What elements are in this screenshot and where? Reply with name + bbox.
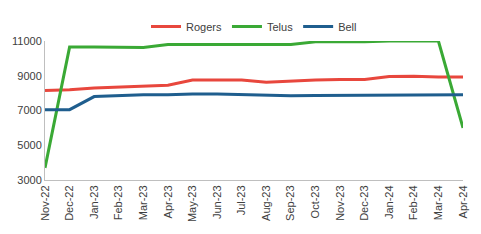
svg-text:Rogers: Rogers — [186, 21, 222, 33]
svg-text:Nov-22: Nov-22 — [39, 185, 51, 220]
svg-text:Jul-23: Jul-23 — [235, 185, 247, 215]
svg-text:Sep-23: Sep-23 — [284, 185, 296, 220]
svg-text:Bell: Bell — [338, 21, 356, 33]
svg-text:Mar-24: Mar-24 — [432, 185, 444, 220]
svg-text:Aug-23: Aug-23 — [260, 185, 272, 220]
svg-text:7000: 7000 — [17, 104, 41, 116]
svg-text:Jun-23: Jun-23 — [211, 185, 223, 219]
svg-text:Oct-23: Oct-23 — [309, 185, 321, 218]
svg-text:Nov-23: Nov-23 — [334, 185, 346, 220]
svg-text:Apr-24: Apr-24 — [457, 185, 469, 218]
svg-text:Dec-22: Dec-22 — [63, 185, 75, 220]
svg-text:Jan-23: Jan-23 — [88, 185, 100, 219]
svg-text:Apr-23: Apr-23 — [162, 185, 174, 218]
svg-text:5000: 5000 — [17, 139, 41, 151]
svg-text:Jan-24: Jan-24 — [383, 185, 395, 219]
svg-text:11000: 11000 — [12, 35, 42, 47]
svg-text:Mar-23: Mar-23 — [137, 185, 149, 220]
svg-text:May-23: May-23 — [186, 185, 198, 222]
svg-text:Feb-24: Feb-24 — [407, 185, 419, 220]
svg-text:Dec-23: Dec-23 — [358, 185, 370, 220]
svg-text:3000: 3000 — [17, 174, 41, 186]
svg-text:Telus: Telus — [267, 21, 293, 33]
svg-text:9000: 9000 — [17, 70, 41, 82]
svg-text:Feb-23: Feb-23 — [112, 185, 124, 220]
